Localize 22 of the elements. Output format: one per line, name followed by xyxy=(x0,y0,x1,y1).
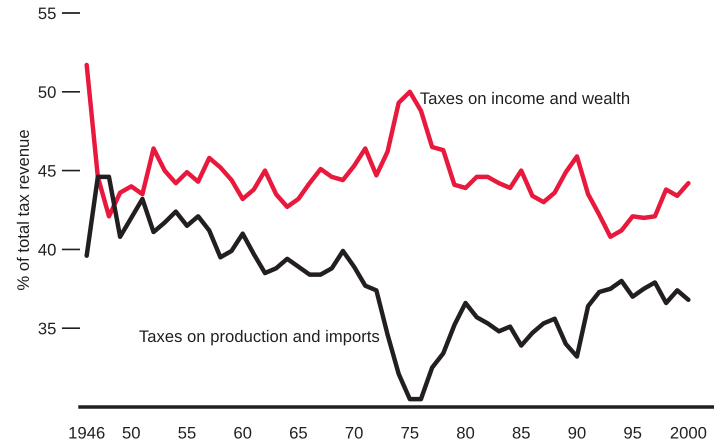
x-tick-label: 2000 xyxy=(670,426,706,439)
x-tick-label: 1946 xyxy=(69,426,104,439)
x-tick-label: 55 xyxy=(178,427,196,439)
x-tick-label: 50 xyxy=(122,426,140,439)
x-tick-label: 75 xyxy=(401,427,418,439)
x-tick-label: 65 xyxy=(290,426,307,439)
x-tick-label: 80 xyxy=(456,426,474,439)
x-tick-label: 85 xyxy=(512,426,530,439)
series-label: Taxes on production and imports xyxy=(139,330,380,346)
y-tick-label: 40 xyxy=(38,244,56,256)
x-tick-label: 70 xyxy=(346,426,363,439)
y-tick-label: 35 xyxy=(38,322,56,334)
x-tick-label: 60 xyxy=(234,426,252,439)
x-tick-label: 95 xyxy=(624,426,642,439)
y-tick-label: 50 xyxy=(38,86,56,98)
y-axis-title: % of total tax revenue xyxy=(16,130,30,290)
y-tick-label: 45 xyxy=(38,165,56,177)
x-tick-label: 90 xyxy=(568,426,586,439)
series-label: Taxes on income and wealth xyxy=(420,92,630,104)
line-series xyxy=(84,62,691,240)
line-series xyxy=(84,174,691,402)
y-tick-label: 55 xyxy=(38,8,56,20)
